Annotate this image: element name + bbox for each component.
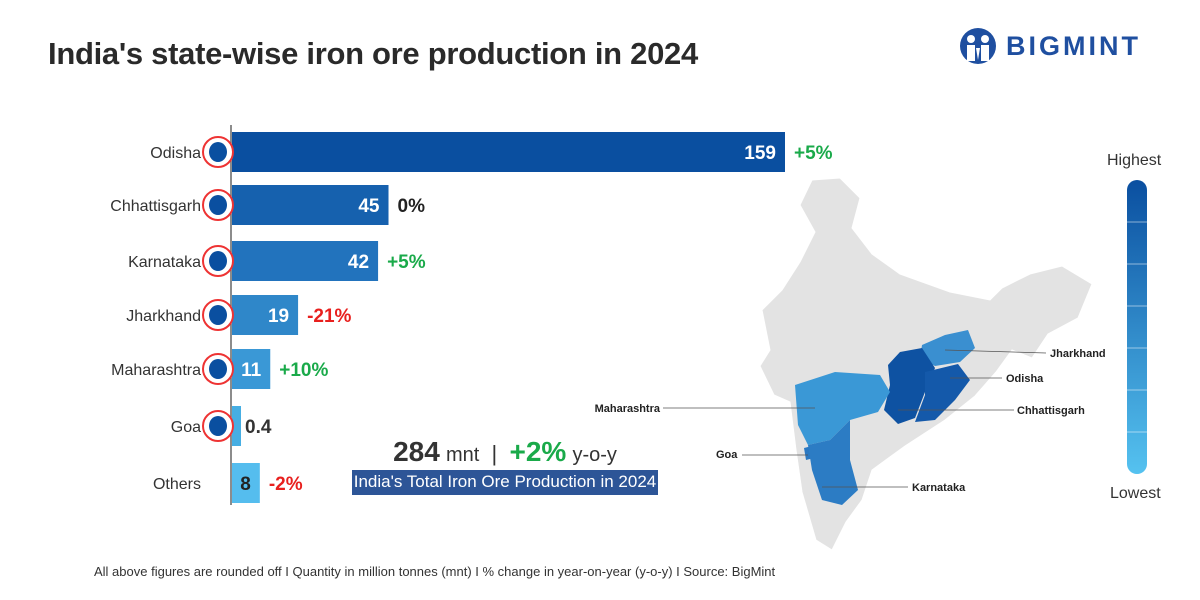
map-label-goa: Goa xyxy=(716,449,738,461)
map-label-odisha: Odisha xyxy=(1006,373,1044,385)
bigmint-logo: BIGMINT xyxy=(958,26,1141,66)
change-label: +5% xyxy=(794,143,833,164)
value-label: 8 xyxy=(240,474,251,495)
state-shape-icon xyxy=(209,142,227,162)
category-label: Goa xyxy=(171,419,201,436)
state-shape-icon xyxy=(209,305,227,325)
logo-icon xyxy=(960,28,996,64)
value-label: 0.4 xyxy=(245,417,272,438)
state-shape-icon xyxy=(209,359,227,379)
category-label: Others xyxy=(153,476,201,493)
bar-chhattisgarh xyxy=(232,185,389,225)
footer-note: All above figures are rounded off I Quan… xyxy=(94,564,776,579)
total-label: India's Total Iron Ore Production in 202… xyxy=(352,470,658,495)
bar-odisha xyxy=(232,132,785,172)
map-label-jharkhand: Jharkhand xyxy=(1050,348,1106,360)
state-jharkhand xyxy=(920,330,975,366)
value-label: 159 xyxy=(744,143,776,164)
legend-low-label: Lowest xyxy=(1110,485,1161,502)
change-label: +5% xyxy=(387,252,426,273)
state-shape-icon xyxy=(209,195,227,215)
total-change-suffix: y-o-y xyxy=(572,444,617,466)
change-label: -21% xyxy=(307,306,351,327)
total-value: 284 xyxy=(393,436,440,467)
category-label: Odisha xyxy=(150,145,201,162)
category-label: Chhattisgarh xyxy=(110,198,201,215)
bar-maharashtra xyxy=(232,349,271,389)
state-odisha xyxy=(915,364,970,422)
state-karnataka xyxy=(808,420,858,505)
total-separator: | xyxy=(491,441,498,466)
value-label: 11 xyxy=(241,360,262,381)
value-label: 42 xyxy=(348,252,369,273)
total-summary: 284 mnt | +2% y-o-y India's Total Iron O… xyxy=(352,436,658,495)
legend-gradient-bar xyxy=(1127,180,1147,474)
total-change: +2% xyxy=(509,436,567,467)
state-chhattisgarh xyxy=(884,348,935,424)
bar-karnataka xyxy=(232,241,379,281)
change-label: 0% xyxy=(398,196,426,217)
category-label: Maharashtra xyxy=(111,362,201,379)
state-shape-icon xyxy=(209,416,227,436)
bar-others xyxy=(232,463,260,503)
bar-goa xyxy=(232,406,241,446)
value-label: 19 xyxy=(268,306,289,327)
logo-text: BIGMINT xyxy=(1006,30,1141,61)
total-unit: mnt xyxy=(445,444,480,466)
map-label-chhattisgarh: Chhattisgarh xyxy=(1017,405,1085,417)
state-maharashtra xyxy=(795,372,890,445)
change-label: -2% xyxy=(269,474,303,495)
category-label: Karnataka xyxy=(128,254,201,271)
map-label-karnataka: Karnataka xyxy=(912,482,966,494)
change-label: +10% xyxy=(279,360,328,381)
category-label: Jharkhand xyxy=(126,308,201,325)
bar-jharkhand xyxy=(232,295,299,335)
page-title: India's state-wise iron ore production i… xyxy=(48,36,698,71)
map-label-maharashtra: Maharashtra xyxy=(595,403,661,415)
legend-high-label: Highest xyxy=(1107,152,1162,169)
state-shape-icon xyxy=(209,251,227,271)
india-map: Jharkhand Odisha Maharashtra Chhattisgar… xyxy=(595,177,1106,551)
value-label: 45 xyxy=(358,196,380,217)
